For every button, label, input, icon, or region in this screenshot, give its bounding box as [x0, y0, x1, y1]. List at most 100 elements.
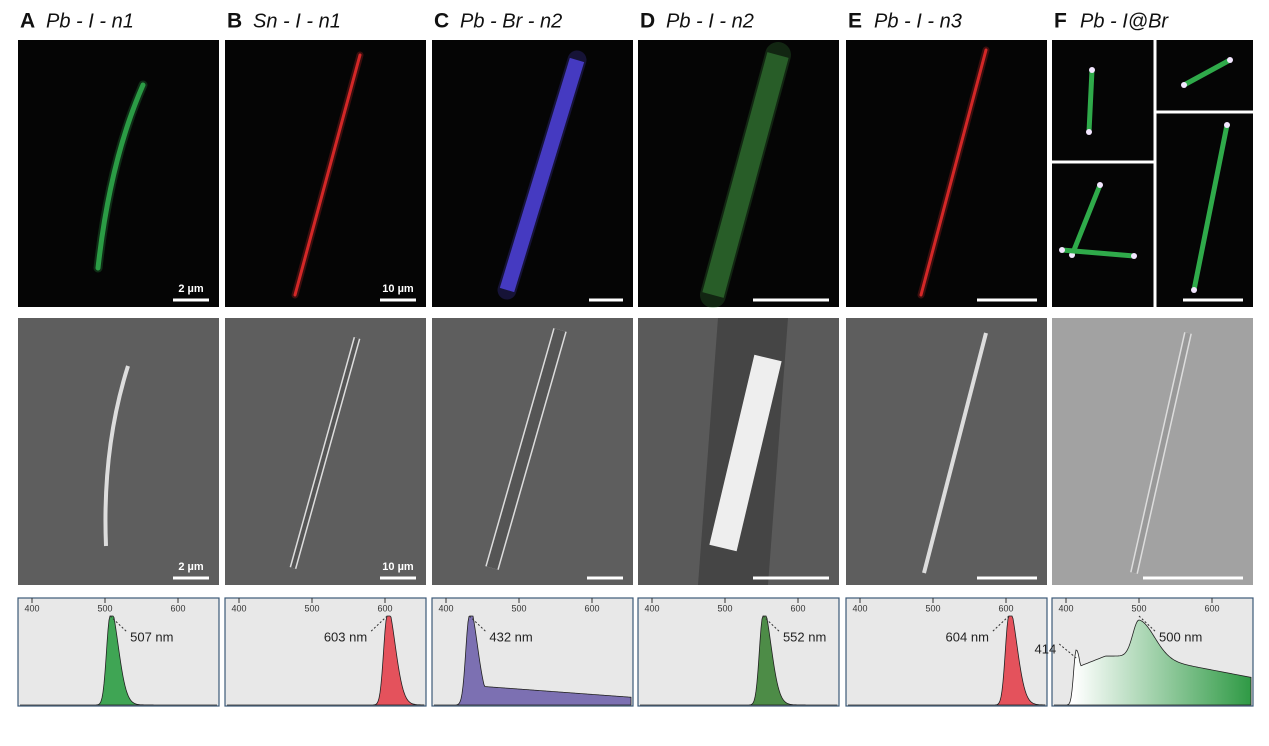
- spectrum: 400 500 600 604 nm: [845, 597, 1048, 707]
- tick-label: 600: [170, 603, 185, 613]
- rod-tip: [1191, 287, 1197, 293]
- fluorescence-image: 2 µm: [18, 40, 219, 307]
- peak-label: 500 nm: [1159, 629, 1202, 644]
- rod: [919, 48, 988, 297]
- spectrum: 400 500 600 507 nm: [17, 597, 220, 707]
- fluorescence-image: [432, 40, 633, 307]
- panel-title: Pb - I - n2: [666, 10, 754, 32]
- spectrum-curve: [20, 615, 217, 706]
- tick-label: 500: [511, 603, 526, 613]
- rod-tip: [1131, 253, 1137, 259]
- spectrum: 400 500 600 552 nm: [637, 597, 840, 707]
- spectrum-curve: [227, 615, 425, 706]
- rod-tip: [1227, 57, 1233, 63]
- tick-label: 600: [1204, 603, 1219, 613]
- sem-image: [846, 318, 1047, 585]
- rod: [1059, 247, 1137, 259]
- rod-edge: [922, 332, 988, 574]
- rod-tip: [1181, 82, 1187, 88]
- rod-tip: [1224, 122, 1230, 128]
- scale-label: 10 µm: [382, 561, 414, 573]
- fluorescence-image: 10 µm: [225, 40, 426, 307]
- rod: [1086, 67, 1095, 135]
- tick-label: 400: [24, 603, 39, 613]
- scale-label: 2 µm: [178, 561, 204, 573]
- rod-tip: [1069, 252, 1075, 258]
- panel-letter: E: [848, 10, 862, 33]
- rod: [1069, 182, 1103, 258]
- image-background: [1052, 318, 1253, 585]
- tick-label: 500: [925, 603, 940, 613]
- spectrum-curve: [1054, 619, 1252, 706]
- scale-label: 2 µm: [178, 283, 204, 295]
- rod-tip: [1089, 67, 1095, 73]
- panel-letter: C: [434, 10, 449, 33]
- tick-label: 400: [852, 603, 867, 613]
- tick-label: 600: [998, 603, 1013, 613]
- tick-label: 400: [644, 603, 659, 613]
- image-background: [846, 40, 1047, 307]
- rod-core: [1131, 332, 1191, 574]
- panel-letter: A: [20, 10, 35, 33]
- peak-label: 432 nm: [489, 629, 532, 644]
- sem-image: 10 µm: [225, 318, 426, 585]
- image-background: [432, 40, 633, 307]
- panel-title: Sn - I - n1: [253, 10, 341, 32]
- sem-image: [432, 318, 633, 585]
- panel-title: Pb - I - n3: [874, 10, 962, 32]
- panel-letter: F: [1054, 10, 1067, 33]
- rod: [709, 354, 782, 552]
- peak-label: 604 nm: [946, 629, 989, 644]
- image-background: [18, 318, 219, 585]
- tick-label: 600: [377, 603, 392, 613]
- fluorescence-image: [846, 40, 1047, 307]
- rod: [293, 53, 362, 297]
- sem-image: 2 µm: [18, 318, 219, 585]
- tick-label: 400: [231, 603, 246, 613]
- rod-tip: [1097, 182, 1103, 188]
- fluorescence-image: [1052, 40, 1253, 307]
- peak-label: 507 nm: [130, 629, 173, 644]
- image-background: [18, 40, 219, 307]
- panel-letter: B: [227, 10, 242, 33]
- spectrum: 400 500 600 432 nm: [431, 597, 634, 707]
- tick-label: 400: [1058, 603, 1073, 613]
- image-background: [225, 40, 426, 307]
- fluorescence-image: [638, 40, 839, 308]
- panel-title: Pb - I@Br: [1080, 10, 1169, 32]
- sem-image: [638, 318, 839, 585]
- spectrum-curve: [434, 615, 632, 706]
- tick-label: 500: [717, 603, 732, 613]
- rod: [1181, 57, 1233, 88]
- rod-core: [291, 337, 359, 569]
- tick-label: 600: [790, 603, 805, 613]
- panel-title: Pb - Br - n2: [460, 10, 562, 32]
- panel-title: Pb - I - n1: [46, 10, 134, 32]
- tick-label: 500: [1131, 603, 1146, 613]
- spectrum: 400 500 600 414 500 nm: [1035, 597, 1254, 707]
- rod: [499, 57, 585, 293]
- peak-label: 414: [1035, 641, 1057, 656]
- scale-label: 10 µm: [382, 283, 414, 295]
- rod-tip: [1059, 247, 1065, 253]
- spectrum-curve: [640, 615, 838, 706]
- image-background: [1052, 40, 1253, 307]
- tick-label: 600: [584, 603, 599, 613]
- rod-core: [486, 328, 566, 570]
- sem-image: [1052, 318, 1253, 585]
- image-background: [846, 318, 1047, 585]
- spectrum-background: [637, 597, 840, 707]
- panel-letter: D: [640, 10, 655, 33]
- tick-label: 500: [304, 603, 319, 613]
- spectrum-curve: [848, 615, 1046, 706]
- peak-label: 552 nm: [783, 629, 826, 644]
- rod-tip: [1086, 129, 1092, 135]
- rod: [702, 52, 789, 298]
- rod: [1191, 122, 1230, 293]
- rod: [95, 82, 146, 271]
- tick-label: 400: [438, 603, 453, 613]
- tick-label: 500: [97, 603, 112, 613]
- rod-edge: [103, 365, 130, 547]
- peak-label: 603 nm: [324, 629, 367, 644]
